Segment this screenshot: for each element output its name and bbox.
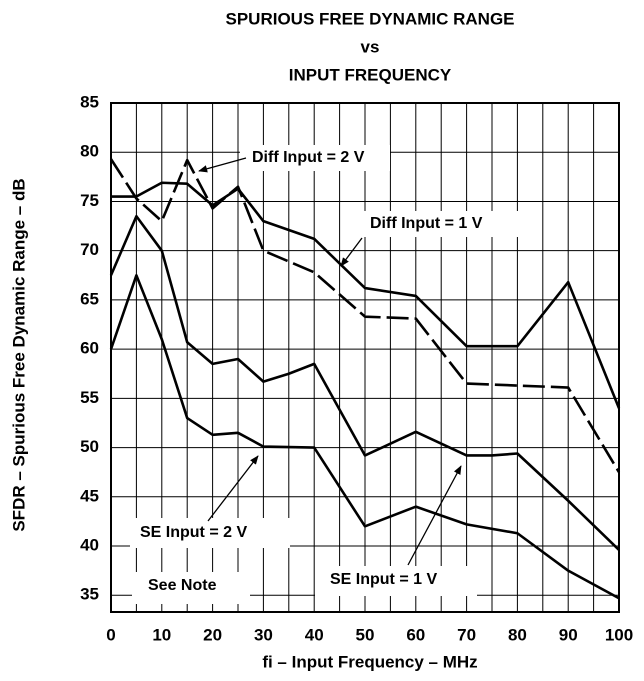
annotation-box	[360, 211, 520, 237]
annotation-box	[240, 145, 390, 171]
annotation: Diff Input = 1 V	[370, 215, 483, 232]
x-tick-label: 40	[305, 625, 324, 644]
x-tick-label: 70	[457, 625, 476, 644]
y-tick-label: 70	[80, 240, 99, 259]
y-tick-label: 80	[80, 142, 99, 161]
annotation: SE Input = 1 V	[330, 571, 437, 588]
series-line	[111, 181, 621, 409]
x-tick-label: 60	[406, 625, 425, 644]
x-tick-label: 90	[559, 625, 578, 644]
x-tick-label: 50	[356, 625, 375, 644]
series-line	[109, 273, 620, 600]
annotation-box	[315, 566, 477, 596]
chart-title: vs	[361, 37, 380, 56]
x-tick-label: 10	[152, 625, 171, 644]
y-tick-label: 60	[80, 339, 99, 358]
y-tick-label: 50	[80, 437, 99, 456]
arrow	[407, 465, 462, 566]
y-tick-label: 45	[80, 486, 99, 505]
annotation: SE Input = 2 V	[140, 524, 247, 541]
arrow	[198, 157, 247, 173]
chart-title: SPURIOUS FREE DYNAMIC RANGE	[225, 9, 514, 28]
annotation-box	[132, 572, 250, 604]
y-tick-label: 40	[80, 536, 99, 555]
series-line	[109, 158, 621, 473]
annotation: See Note	[148, 577, 217, 594]
y-tick-label: 35	[80, 585, 99, 604]
y-tick-label: 75	[80, 191, 99, 210]
annotation: Diff Input = 2 V	[252, 149, 365, 166]
x-tick-label: 80	[508, 625, 527, 644]
annotations: Diff Input = 2 V Diff Input = 1 V SE Input…	[130, 145, 520, 604]
x-tick-label: 20	[203, 625, 222, 644]
arrow	[340, 237, 363, 267]
lines	[109, 158, 621, 600]
x-tick-label: 0	[106, 625, 115, 644]
y-axis-label: SFDR – Spurious Free Dynamic Range – dB	[9, 178, 28, 531]
x-tick-label: 100	[605, 625, 633, 644]
x-tick-label: 30	[254, 625, 273, 644]
series-line	[109, 214, 620, 551]
y-tick-label: 85	[80, 92, 99, 111]
arrow	[207, 455, 259, 522]
y-tick-label: 55	[80, 388, 99, 407]
chart-title: INPUT FREQUENCY	[289, 65, 452, 84]
arrows	[198, 157, 462, 566]
y-tick-label: 65	[80, 289, 99, 308]
x-axis-label: fi – Input Frequency – MHz	[262, 652, 477, 671]
annotation-box	[130, 518, 290, 548]
plot-frame	[110, 102, 620, 613]
